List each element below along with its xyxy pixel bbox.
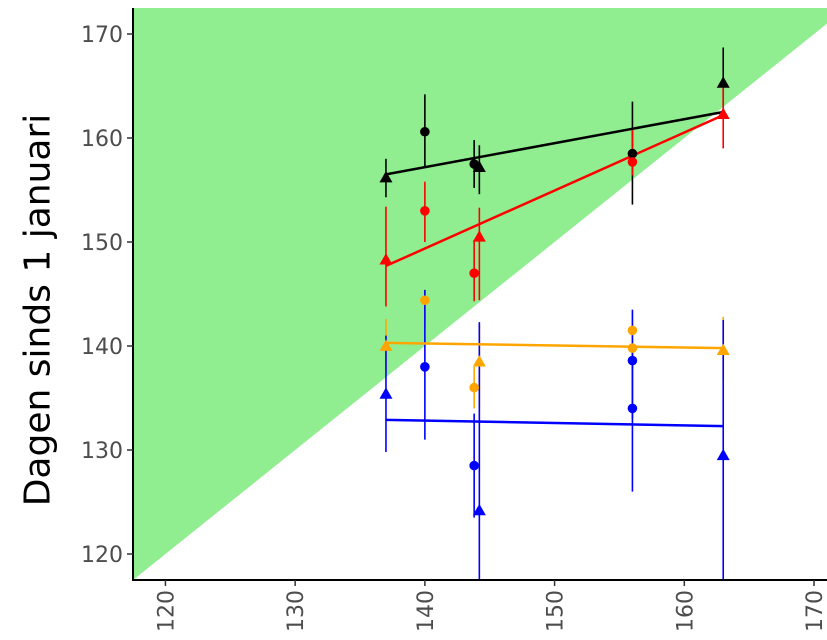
data-point-triangle: [379, 253, 393, 265]
trend-line: [385, 418, 724, 428]
y-tick-label: 150: [81, 231, 123, 256]
data-point-triangle: [716, 343, 730, 356]
data-point-circle: [627, 343, 638, 353]
data-point-circle: [627, 325, 638, 336]
y-tick-label: 120: [81, 543, 123, 568]
data-point-circle: [420, 295, 430, 306]
data-point-triangle: [379, 339, 393, 351]
data-point-triangle: [716, 448, 730, 461]
data-point-triangle: [716, 76, 730, 88]
data-point-circle: [627, 157, 638, 167]
data-point-circle: [627, 403, 638, 414]
y-tick-label: 140: [81, 335, 123, 360]
trend-line: [385, 341, 724, 350]
plot-layer: [379, 47, 730, 580]
trend-line: [385, 110, 724, 176]
x-tick-label: 130: [284, 590, 309, 632]
x-tick-label: 160: [673, 590, 698, 632]
data-point-triangle: [379, 171, 393, 183]
x-tick-label: 120: [154, 590, 179, 632]
data-point-circle: [420, 362, 430, 372]
data-point-triangle: [472, 230, 486, 242]
x-tick-label: 170: [803, 590, 827, 632]
x-tick-label: 140: [414, 590, 439, 632]
y-tick-label: 130: [81, 439, 123, 464]
data-point-circle: [627, 148, 638, 159]
data-point-circle: [627, 355, 638, 366]
y-axis-label: Dagen sinds 1 januari: [17, 113, 59, 507]
y-tick-label: 170: [81, 23, 123, 48]
data-point-triangle: [379, 387, 393, 399]
data-point-triangle: [472, 503, 486, 516]
data-point-triangle: [716, 107, 730, 119]
data-point-triangle: [472, 355, 486, 367]
data-point-circle: [420, 206, 430, 216]
data-point-circle: [469, 460, 479, 471]
data-point-circle: [420, 126, 430, 137]
x-tick-label: 150: [544, 590, 569, 632]
trend-line: [385, 113, 724, 268]
data-point-circle: [469, 268, 479, 279]
data-point-circle: [469, 382, 479, 393]
data-point-triangle: [472, 160, 486, 172]
y-tick-label: 160: [81, 127, 123, 152]
